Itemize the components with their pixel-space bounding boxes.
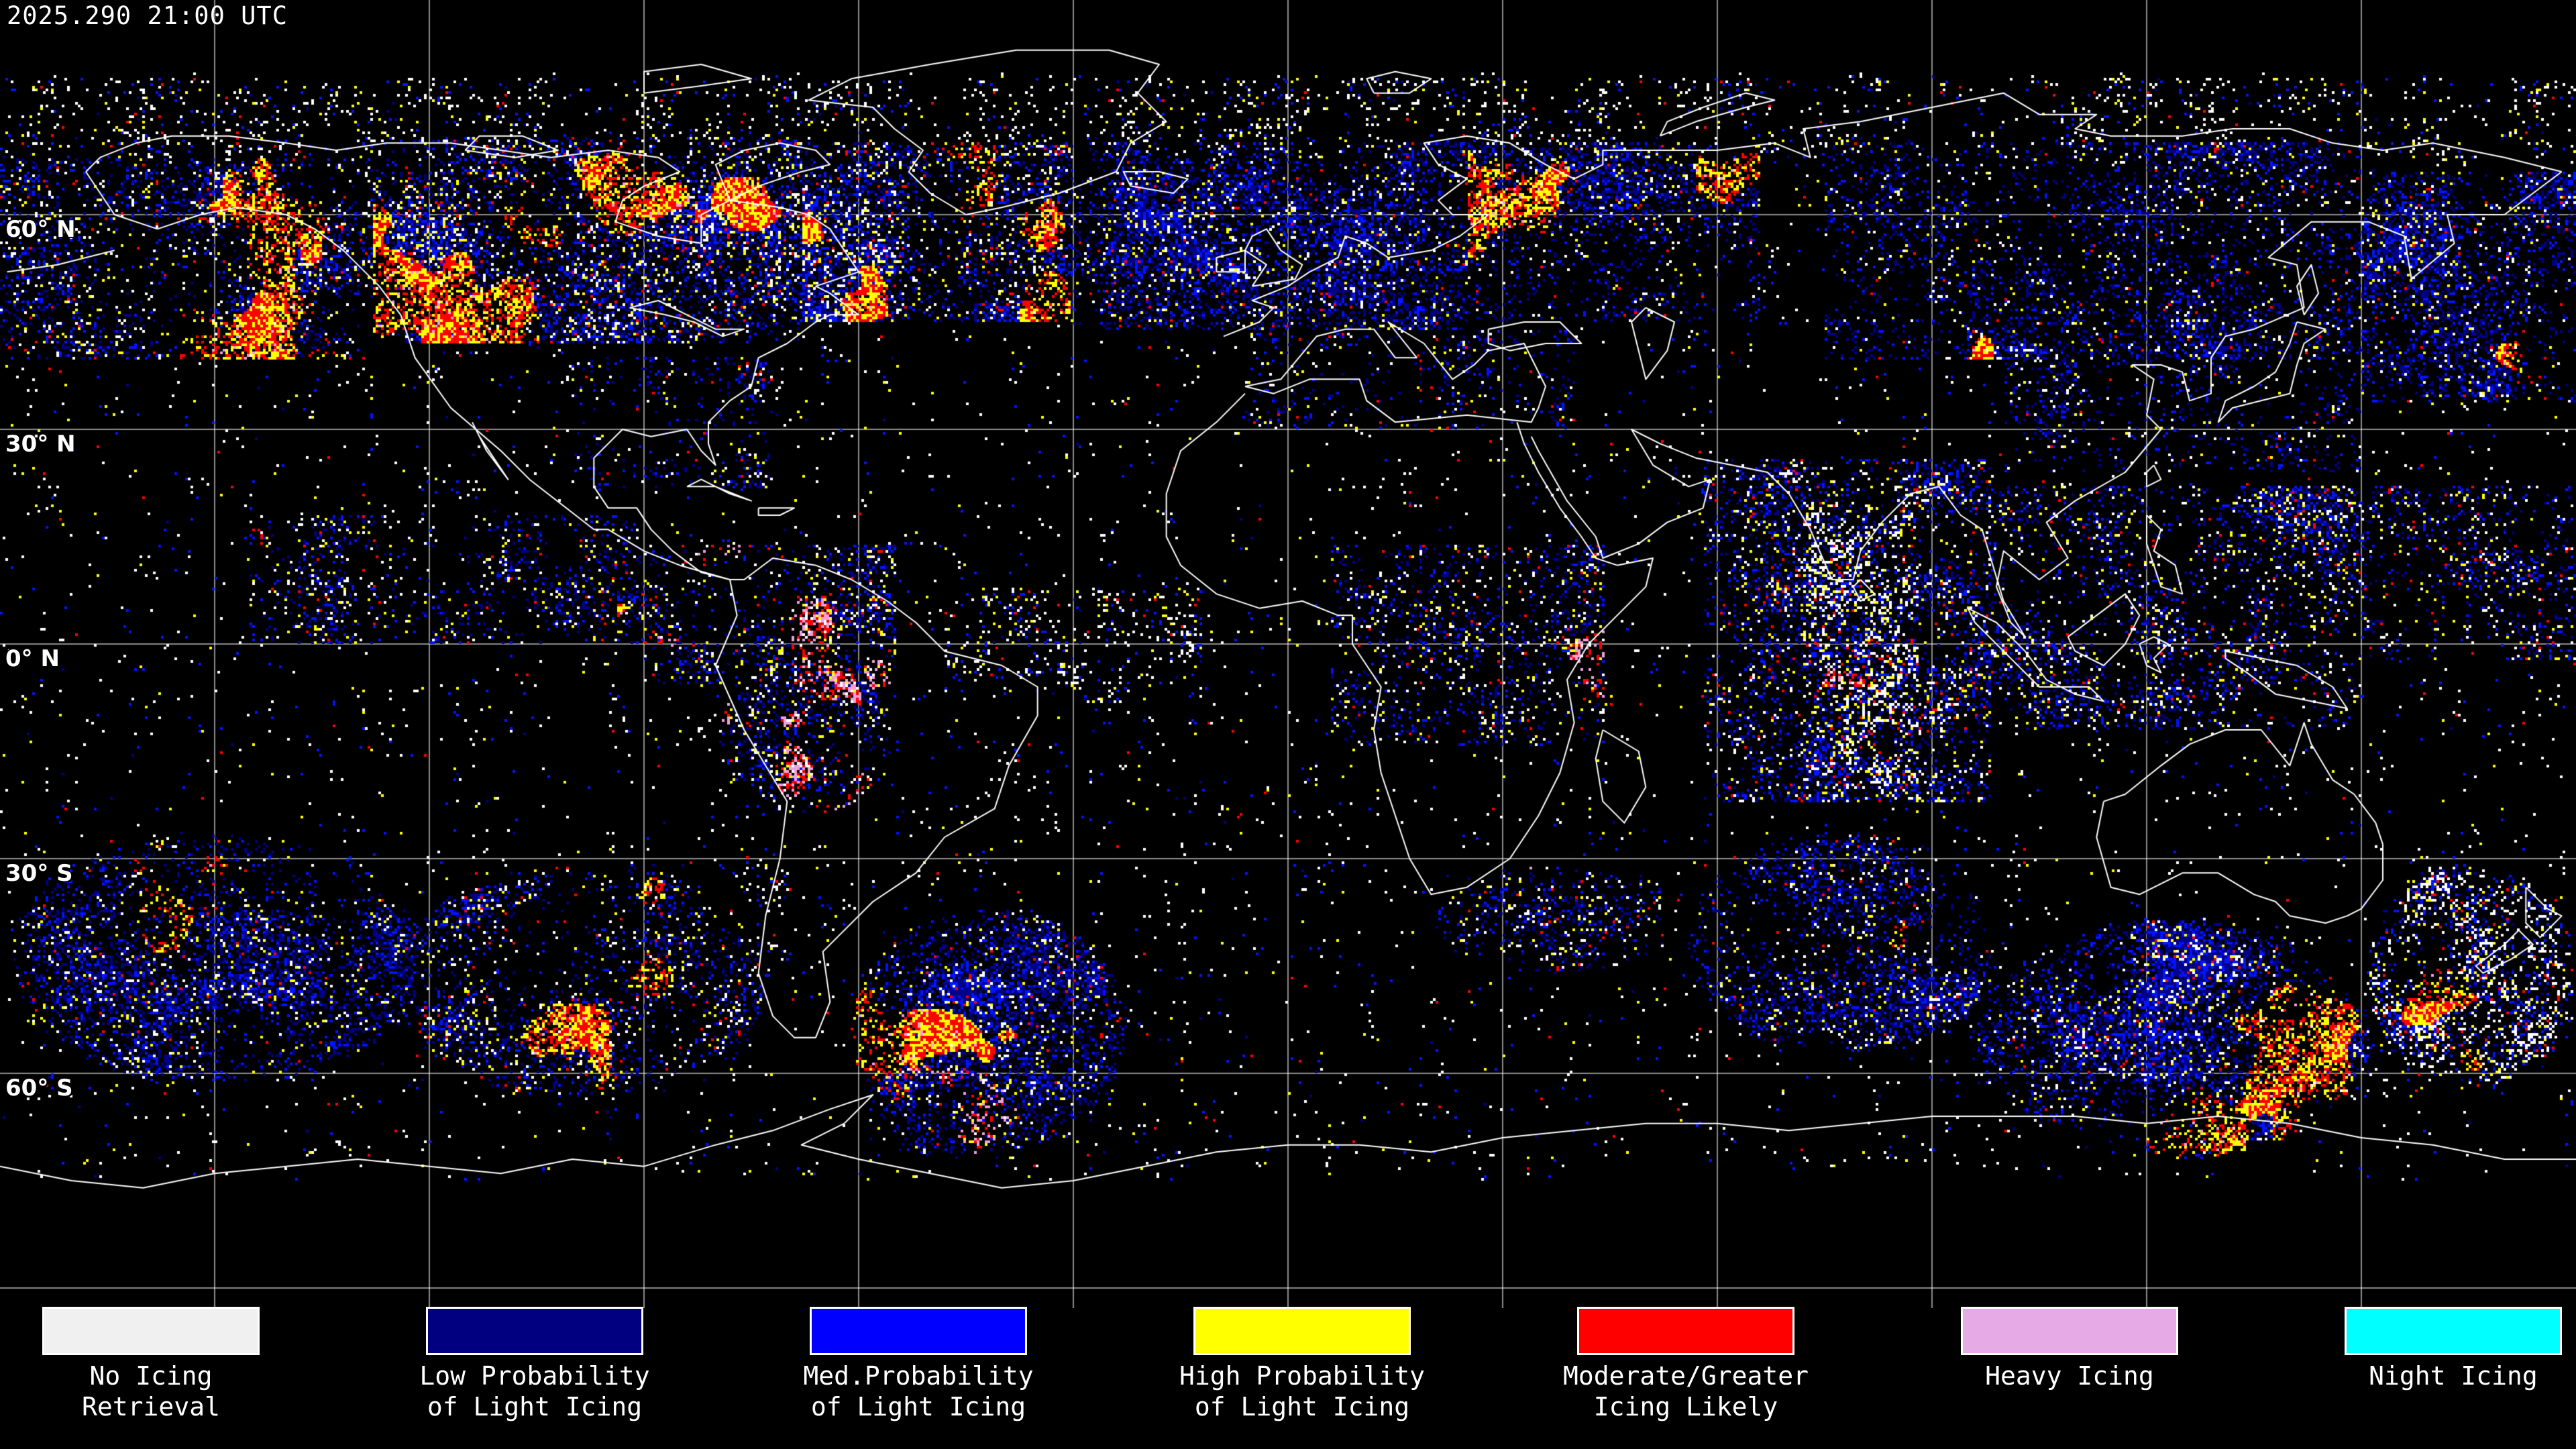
legend-label-line: High Probability <box>1179 1361 1426 1391</box>
legend-label: Night Icing <box>2279 1360 2576 1391</box>
legend-label: High Probability of Light Icing <box>1128 1360 1477 1422</box>
global-icing-map <box>0 0 2576 1308</box>
legend-label-line: of Light Icing <box>1194 1392 1410 1421</box>
legend-label: Heavy Icing <box>1895 1360 2244 1391</box>
legend-label-line: No Icing <box>89 1361 213 1391</box>
legend-swatch-low-prob-light-icing <box>426 1307 643 1355</box>
legend-swatch-high-prob-light-icing <box>1193 1307 1411 1355</box>
legend-label-line: Low Probability <box>419 1361 650 1391</box>
lat-label: 30° N <box>5 431 76 458</box>
legend-label: No Icing Retrieval <box>0 1360 325 1422</box>
legend-label-line: Retrieval <box>82 1392 220 1421</box>
legend-swatch-heavy-icing <box>1961 1307 2178 1355</box>
legend-label-line: of Light Icing <box>427 1392 643 1421</box>
legend-label-line: Moderate/Greater <box>1562 1361 1809 1391</box>
legend-label-line: Night Icing <box>2369 1361 2538 1391</box>
lat-label: 0° N <box>5 645 60 672</box>
lat-label: 30° S <box>5 860 73 887</box>
legend-label-line: Heavy Icing <box>1985 1361 2154 1391</box>
legend-label: Med.Probability of Light Icing <box>744 1360 1093 1422</box>
icing-legend: No Icing Retrieval Low Probability of Light… <box>0 1301 2576 1449</box>
lat-label: 60° S <box>5 1075 73 1102</box>
legend-swatch-night-icing <box>2345 1307 2562 1355</box>
timestamp-label: 2025.290 21:00 UTC <box>7 1 288 30</box>
legend-label: Low Probability of Light Icing <box>360 1360 709 1422</box>
legend-swatch-med-prob-light-icing <box>810 1307 1027 1355</box>
legend-label: Moderate/Greater Icing Likely <box>1511 1360 1860 1422</box>
legend-swatch-no-icing-retrieval <box>42 1307 260 1355</box>
legend-label-line: Icing Likely <box>1593 1392 1778 1421</box>
legend-label-line: Med.Probability <box>803 1361 1034 1391</box>
lat-label: 60° N <box>5 216 76 243</box>
legend-swatch-moderate-greater-icing <box>1577 1307 1794 1355</box>
legend-label-line: of Light Icing <box>810 1392 1026 1421</box>
